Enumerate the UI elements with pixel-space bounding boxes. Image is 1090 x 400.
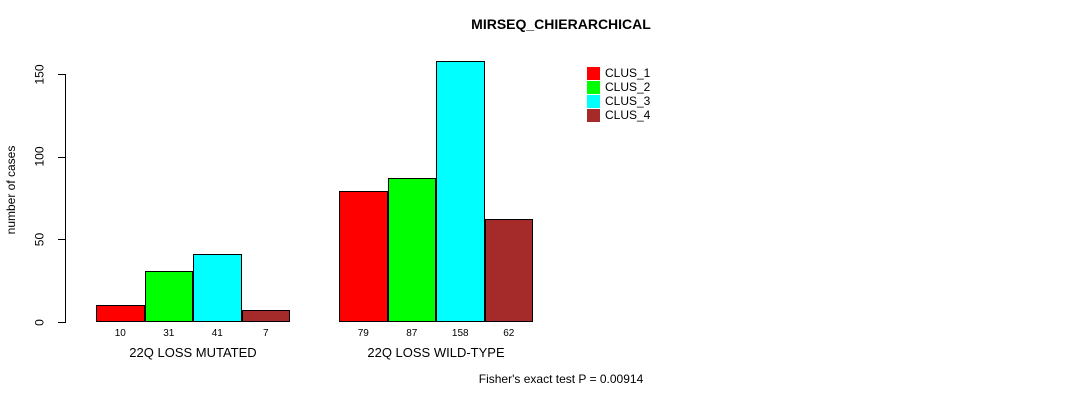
bar-value-label: 10 <box>114 328 126 339</box>
bar-clus_1-group2 <box>339 191 388 322</box>
bar-clus_4-group2 <box>484 219 533 322</box>
category-label: 22Q LOSS WILD-TYPE <box>367 345 505 360</box>
legend-item: CLUS_4 <box>587 108 650 122</box>
legend-swatch-clus_4 <box>587 108 600 122</box>
legend-swatch-clus_1 <box>587 66 600 80</box>
legend-item: CLUS_2 <box>587 80 650 94</box>
annotation-text: Fisher's exact test P = 0.00914 <box>478 372 644 386</box>
chart-title: MIRSEQ_CHIERARCHICAL <box>471 16 651 32</box>
bar-clus_2-group1 <box>144 270 193 322</box>
legend-label: CLUS_1 <box>605 66 651 80</box>
bar-clus_1-group1 <box>96 305 145 322</box>
legend-item: CLUS_3 <box>587 94 650 108</box>
y-tick-label: 100 <box>32 146 47 167</box>
legend-label: CLUS_3 <box>605 94 651 108</box>
y-tick-label: 0 <box>32 318 47 326</box>
y-tick-label: 150 <box>32 63 47 85</box>
legend: CLUS_1 CLUS_2 CLUS_3 CLUS_4 <box>587 66 650 122</box>
y-tick-mark <box>58 74 66 75</box>
bar-clus_4-group1 <box>241 310 290 322</box>
bar-clus_3-group2 <box>436 60 485 322</box>
bar-value-label: 87 <box>406 328 418 339</box>
bar-value-label: 7 <box>262 328 269 339</box>
legend-label: CLUS_4 <box>605 108 651 122</box>
bar-clus_2-group2 <box>387 178 436 322</box>
bar-value-label: 31 <box>163 328 175 339</box>
category-label: 22Q LOSS MUTATED <box>129 345 257 360</box>
bar-value-label: 62 <box>503 328 515 339</box>
y-axis-line <box>65 74 66 323</box>
legend-swatch-clus_2 <box>587 80 600 94</box>
bar-clus_3-group1 <box>193 254 242 322</box>
y-tick-mark <box>58 239 66 241</box>
y-tick-label: 50 <box>32 232 47 247</box>
legend-item: CLUS_1 <box>587 66 650 80</box>
legend-swatch-clus_3 <box>587 94 600 108</box>
bar-value-label: 158 <box>451 328 469 339</box>
y-axis-label: number of cases <box>4 145 18 235</box>
bar-value-label: 41 <box>211 328 223 339</box>
bar-value-label: 79 <box>357 328 369 339</box>
legend-label: CLUS_2 <box>605 80 651 94</box>
y-tick-mark <box>58 322 66 323</box>
y-tick-mark <box>58 156 66 158</box>
